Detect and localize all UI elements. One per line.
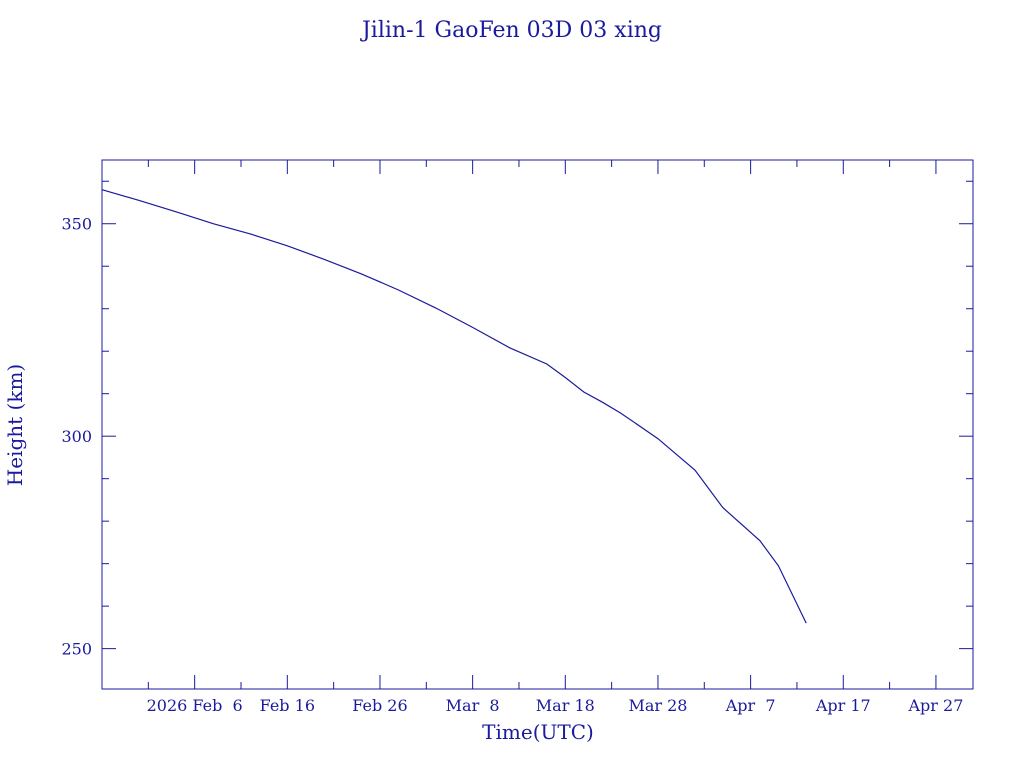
x-tick-label: Apr 17 — [815, 696, 871, 715]
x-tick-label: Apr 27 — [907, 696, 963, 715]
y-tick-label: 250 — [61, 640, 92, 659]
y-tick-label: 300 — [61, 427, 92, 446]
x-tick-label: Mar 8 — [446, 696, 500, 715]
y-tick-labels: 250 300 350 — [61, 215, 92, 659]
x-tick-label: Feb 16 — [260, 696, 315, 715]
x-tick-label: Mar 18 — [536, 696, 595, 715]
x-tick-labels: 2026 Feb 6 Feb 16 Feb 26 Mar 8 Mar 18 Mar 28 A… — [147, 696, 964, 715]
x-axis-label: Time(UTC) — [482, 720, 594, 744]
axis-ticks — [102, 160, 973, 689]
x-tick-label: Mar 28 — [628, 696, 687, 715]
height-series-line — [101, 189, 807, 624]
chart-title: Jilin-1 GaoFen 03D 03 xing — [360, 18, 662, 43]
x-tick-label: Apr 7 — [725, 696, 776, 715]
plot-frame — [101, 159, 974, 690]
y-tick-label: 350 — [61, 215, 92, 234]
y-axis-label: Height (km) — [3, 364, 27, 486]
x-tick-label: 2026 Feb 6 — [147, 696, 243, 715]
x-tick-label: Feb 26 — [352, 696, 407, 715]
